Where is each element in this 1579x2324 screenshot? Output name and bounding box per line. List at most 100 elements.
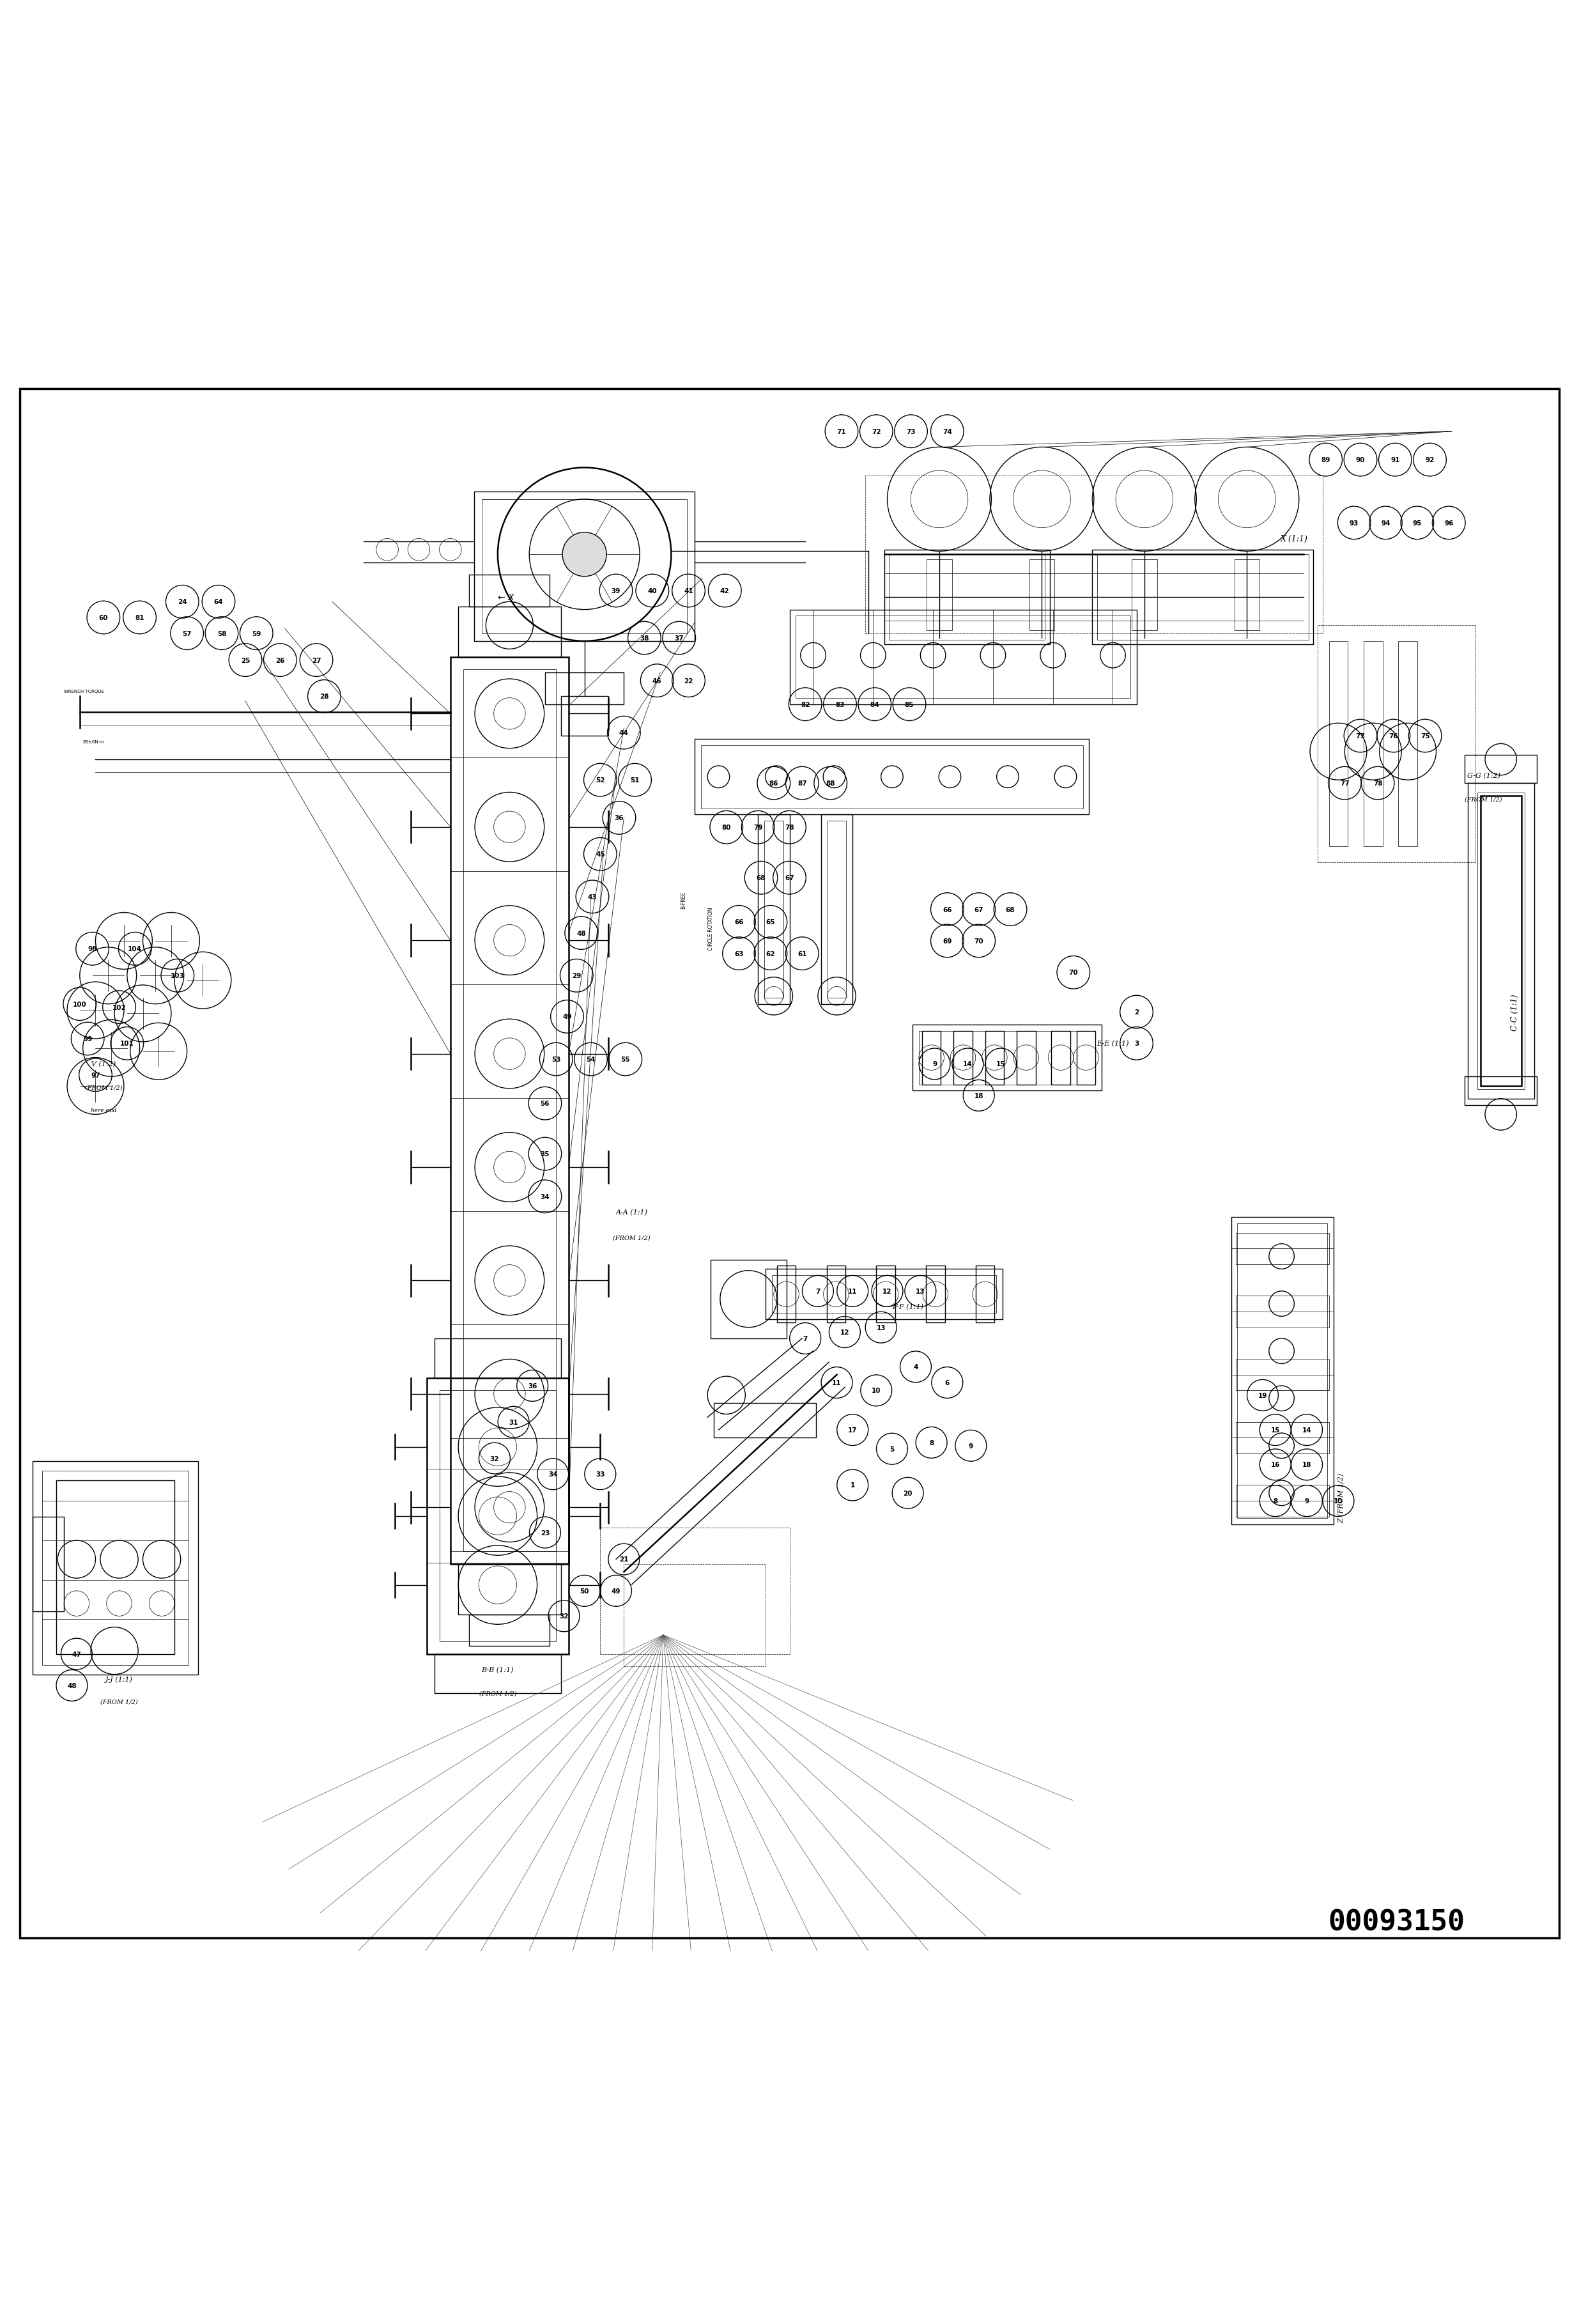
Bar	[927, 560, 952, 630]
Bar	[458, 1564, 561, 1615]
Bar	[1093, 551, 1314, 644]
Bar	[43, 1471, 188, 1664]
Text: 18: 18	[1303, 1462, 1312, 1469]
Bar	[701, 746, 1083, 809]
Bar	[913, 1025, 1102, 1090]
Text: 56: 56	[540, 1102, 549, 1106]
Text: ← X: ← X	[497, 593, 515, 602]
Text: E-E (1:1): E-E (1:1)	[1097, 1041, 1129, 1048]
Text: 3: 3	[1134, 1041, 1138, 1046]
Text: 11: 11	[832, 1380, 842, 1385]
Text: B-FREE: B-FREE	[681, 892, 687, 909]
Text: 78: 78	[785, 825, 794, 832]
Text: 46: 46	[652, 679, 662, 683]
Bar	[772, 1276, 996, 1313]
Text: 104: 104	[128, 946, 142, 953]
Text: 90: 90	[1356, 458, 1366, 462]
Text: 65: 65	[766, 918, 775, 925]
Bar	[1318, 625, 1476, 862]
Bar	[827, 820, 846, 997]
Text: (FROM 1/2): (FROM 1/2)	[1465, 797, 1502, 802]
Text: 10: 10	[872, 1387, 881, 1394]
Bar	[1052, 1032, 1071, 1085]
Bar	[439, 1390, 556, 1641]
Text: 95: 95	[1413, 521, 1421, 528]
Bar	[796, 616, 1131, 697]
Bar	[1097, 555, 1309, 639]
Bar	[889, 555, 1045, 639]
Text: F-F (1:1): F-F (1:1)	[892, 1304, 924, 1311]
Text: 62: 62	[766, 951, 775, 957]
Text: 67: 67	[974, 906, 984, 913]
Text: 61: 61	[797, 951, 807, 957]
Text: 33: 33	[595, 1471, 605, 1478]
Text: 68: 68	[1006, 906, 1015, 913]
Text: 60: 60	[99, 614, 107, 621]
Text: 00093150: 00093150	[1328, 1908, 1465, 1936]
Text: 48: 48	[576, 930, 586, 937]
Text: 86: 86	[769, 781, 778, 788]
Text: 84: 84	[870, 702, 880, 709]
Text: 76: 76	[1390, 732, 1399, 739]
Text: 102: 102	[112, 1004, 126, 1011]
Bar	[1030, 560, 1055, 630]
Text: 7: 7	[815, 1287, 820, 1294]
Text: 73: 73	[906, 428, 916, 435]
Text: 49: 49	[611, 1587, 621, 1594]
Text: 50: 50	[579, 1587, 589, 1594]
Bar	[1236, 1485, 1330, 1518]
Text: C-C (1:1): C-C (1:1)	[1511, 995, 1519, 1030]
Bar	[777, 1267, 796, 1322]
Text: 103: 103	[171, 974, 185, 978]
Bar	[1399, 641, 1418, 846]
Text: 41: 41	[684, 588, 693, 595]
Bar	[766, 1269, 1003, 1320]
Text: 12: 12	[883, 1287, 892, 1294]
Text: 34: 34	[540, 1195, 549, 1199]
Bar	[714, 1404, 816, 1439]
Text: 23: 23	[540, 1529, 549, 1536]
Text: 5: 5	[889, 1446, 894, 1452]
Text: X (1:1): X (1:1)	[1281, 535, 1307, 544]
Text: (FROM 1/2): (FROM 1/2)	[613, 1234, 651, 1241]
Bar	[1077, 1032, 1096, 1085]
Bar	[624, 1564, 766, 1666]
Text: 38: 38	[639, 634, 649, 641]
Text: 16: 16	[1271, 1462, 1281, 1469]
Bar	[1236, 1297, 1330, 1327]
Text: CIRCLE ROTATION: CIRCLE ROTATION	[707, 906, 714, 951]
Text: J-J (1:1): J-J (1:1)	[106, 1676, 133, 1683]
Text: 93: 93	[1350, 521, 1360, 528]
Text: 27: 27	[311, 658, 321, 665]
Text: 92: 92	[1426, 458, 1434, 462]
Bar	[1481, 797, 1521, 1085]
Bar	[1236, 1422, 1330, 1455]
Text: 19: 19	[1258, 1392, 1268, 1399]
Bar	[1468, 783, 1533, 1099]
Bar	[1465, 1076, 1536, 1106]
Bar	[469, 576, 549, 607]
Text: 52: 52	[595, 776, 605, 783]
Text: 49: 49	[562, 1013, 572, 1020]
Text: 97: 97	[92, 1071, 99, 1078]
Text: 85: 85	[905, 702, 914, 709]
Text: 13: 13	[876, 1325, 886, 1332]
Text: 57: 57	[182, 630, 191, 637]
Text: 9: 9	[968, 1443, 973, 1450]
Bar	[1364, 641, 1383, 846]
Bar	[758, 816, 790, 1004]
Text: 100: 100	[73, 1002, 87, 1009]
Text: 42: 42	[720, 588, 729, 595]
Text: 39: 39	[611, 588, 621, 595]
Bar	[1132, 560, 1157, 630]
Bar	[1017, 1032, 1036, 1085]
Text: 101: 101	[120, 1041, 134, 1046]
Text: 9: 9	[932, 1062, 936, 1067]
Text: 28: 28	[319, 693, 328, 700]
Bar	[463, 669, 556, 1552]
Text: 45: 45	[595, 851, 605, 858]
Bar	[1238, 1222, 1328, 1518]
Text: 67: 67	[785, 874, 794, 881]
Bar	[764, 820, 783, 997]
Bar	[561, 697, 608, 737]
